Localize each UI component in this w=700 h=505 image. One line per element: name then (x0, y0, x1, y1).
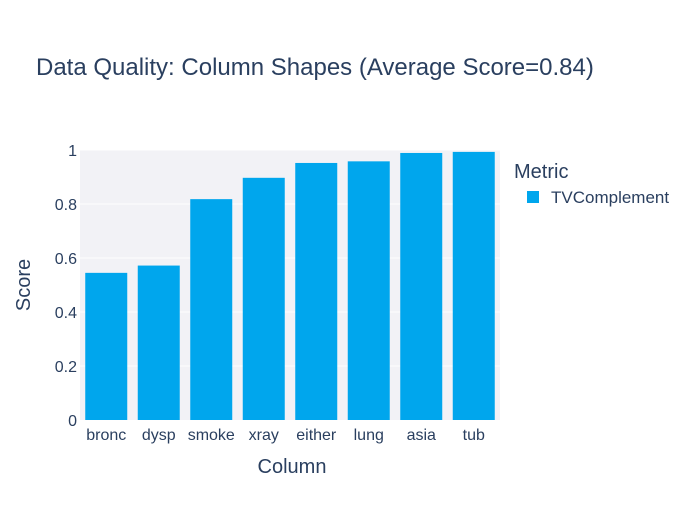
legend-swatch[interactable] (527, 191, 539, 203)
legend-item-tvcomplement[interactable]: TVComplement (551, 188, 669, 207)
y-axis-ticks: 0 0.2 0.4 0.6 0.8 1 (55, 143, 77, 430)
legend-title: Metric (514, 161, 568, 183)
bar-tub[interactable] (452, 151, 495, 420)
x-tick-label: tub (463, 427, 485, 444)
x-tick-label: xray (249, 427, 279, 444)
y-axis-title: Score (13, 259, 35, 311)
y-tick-label: 0.4 (55, 305, 77, 322)
bar-smoke[interactable] (190, 199, 233, 420)
y-tick-label: 1 (68, 143, 77, 160)
bar-lung[interactable] (347, 161, 390, 420)
y-tick-label: 0.8 (55, 197, 77, 214)
y-tick-label: 0.6 (55, 251, 77, 268)
x-tick-label: smoke (188, 427, 235, 444)
bar-either[interactable] (295, 162, 338, 420)
x-axis-ticks: bronc dysp smoke xray either lung asia tub (86, 427, 485, 444)
bar-dysp[interactable] (137, 265, 180, 420)
bar-asia[interactable] (400, 152, 443, 420)
legend: Metric TVComplement (514, 161, 669, 207)
y-tick-label: 0 (68, 413, 77, 430)
x-tick-label: lung (354, 427, 384, 444)
bar-xray[interactable] (242, 177, 285, 420)
x-tick-label: either (296, 427, 337, 444)
y-tick-label: 0.2 (55, 359, 77, 376)
bar-bronc[interactable] (85, 272, 128, 420)
bars (85, 151, 495, 420)
x-tick-label: asia (407, 427, 436, 444)
x-tick-label: bronc (86, 427, 126, 444)
x-tick-label: dysp (142, 427, 176, 444)
x-axis-title: Column (258, 456, 327, 478)
chart-title: Data Quality: Column Shapes (Average Sco… (36, 54, 594, 81)
